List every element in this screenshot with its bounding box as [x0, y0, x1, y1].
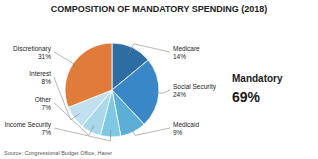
- annotation: Mandatory: [232, 73, 283, 84]
- pie: [65, 43, 159, 137]
- leader-line: [54, 77, 80, 120]
- slice-label: Medicare: [173, 45, 200, 52]
- leader-line: [54, 103, 94, 136]
- leader-line: [54, 128, 111, 141]
- chart: COMPOSITION OF MANDATORY SPENDING (2018)…: [0, 0, 318, 159]
- leader-line: [152, 90, 170, 93]
- annotation: 69%: [232, 89, 261, 105]
- slice-label: Social Security: [173, 83, 217, 91]
- slice: [65, 43, 112, 107]
- data-label: 31%: [38, 53, 51, 60]
- leader-line: [130, 126, 170, 136]
- data-label: 9%: [173, 129, 183, 136]
- leader-line: [54, 52, 79, 68]
- data-label: 7%: [42, 104, 52, 111]
- slice-label: Other: [35, 96, 52, 103]
- data-label: 14%: [173, 53, 186, 60]
- data-label: 8%: [42, 78, 52, 85]
- data-label: 7%: [42, 129, 52, 136]
- data-label: 24%: [173, 91, 186, 98]
- leader-line: [129, 44, 170, 54]
- title: COMPOSITION OF MANDATORY SPENDING (2018): [51, 4, 268, 14]
- slice-label: Income Security: [4, 121, 51, 129]
- slice-label: Interest: [29, 70, 51, 77]
- slice-label: Discretionary: [13, 45, 52, 53]
- slice-label: Medicaid: [173, 121, 199, 128]
- source-note: Source: Congressional Budget Office, Hav…: [4, 150, 112, 156]
